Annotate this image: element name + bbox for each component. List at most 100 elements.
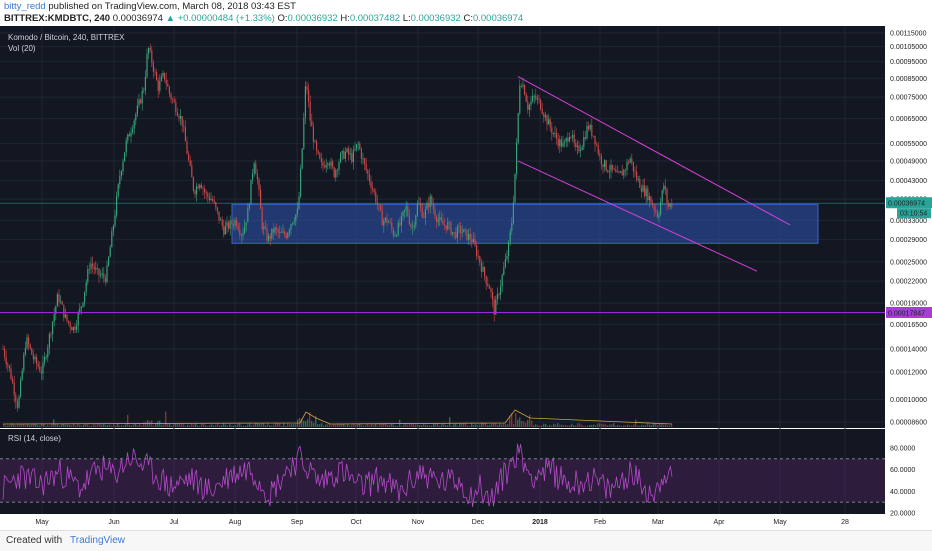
candle-body xyxy=(541,109,543,114)
candle-body xyxy=(154,71,156,73)
candle-body xyxy=(301,148,303,169)
candle-body xyxy=(389,221,391,223)
price-axis[interactable] xyxy=(885,26,932,525)
candle-body xyxy=(186,141,188,154)
volume-bar xyxy=(433,423,435,427)
price-tick-label: 0.00115000 xyxy=(890,31,927,38)
channel-upper-line[interactable] xyxy=(517,76,791,226)
volume-bar xyxy=(79,424,81,427)
candle-body xyxy=(586,125,588,139)
candle-body xyxy=(127,134,129,141)
chart-canvas[interactable]: Komodo / Bitcoin, 240, BITTREX Vol (20) … xyxy=(0,0,932,530)
candle-body xyxy=(156,72,158,81)
volume-bar xyxy=(285,425,287,427)
volume-bar xyxy=(649,424,651,427)
candle-body xyxy=(482,267,484,272)
volume-bar xyxy=(665,424,667,427)
candle-body xyxy=(546,115,548,125)
volume-bar xyxy=(547,425,549,427)
high-value: 0.00037482 xyxy=(349,13,401,24)
candle-body xyxy=(60,301,62,303)
volume-bar xyxy=(53,419,55,427)
volume-bar xyxy=(359,423,361,427)
candle-body xyxy=(277,229,279,233)
volume-bar xyxy=(669,425,671,427)
tradingview-logo[interactable]: TradingView xyxy=(70,535,126,546)
time-tick-label: 28 xyxy=(841,519,849,526)
volume-bar xyxy=(17,423,19,427)
candle-body xyxy=(189,159,191,166)
candle-body xyxy=(362,158,364,160)
volume-bar xyxy=(7,425,9,427)
candle-body xyxy=(7,363,9,366)
time-axis[interactable] xyxy=(0,514,885,530)
candle-body xyxy=(228,222,230,229)
volume-bar xyxy=(15,425,17,427)
candle-body xyxy=(375,192,377,202)
candle-body xyxy=(338,162,340,171)
candle-body xyxy=(68,320,70,323)
candle-body xyxy=(226,222,228,227)
volume-bar xyxy=(23,423,25,427)
candle-body xyxy=(356,144,358,149)
volume-bar xyxy=(387,424,389,427)
volume-bar xyxy=(243,425,245,427)
price-tick-label: 0.00055000 xyxy=(890,141,927,148)
volume-bar xyxy=(117,424,119,427)
volume-bar xyxy=(321,423,323,427)
author-link[interactable]: bitty_redd xyxy=(4,1,46,12)
candle-body xyxy=(135,114,137,121)
volume-bar xyxy=(413,423,415,427)
volume-bar xyxy=(457,425,459,427)
symbol-label: BITTREX:KMDBTC, 240 xyxy=(4,13,111,24)
candle-body xyxy=(181,115,183,126)
volume-bar xyxy=(27,423,29,427)
candle-body xyxy=(122,161,124,172)
volume-bar xyxy=(291,424,293,427)
volume-bar xyxy=(251,425,253,427)
volume-bar xyxy=(427,425,429,427)
volume-bar xyxy=(111,425,113,427)
candle-body xyxy=(330,161,332,166)
candle-body xyxy=(570,137,572,138)
candle-body xyxy=(562,142,564,147)
candle-body xyxy=(248,204,250,209)
candle-body xyxy=(468,233,470,240)
candle-body xyxy=(394,235,396,237)
volume-bar xyxy=(401,425,403,427)
volume-bar xyxy=(405,423,407,427)
volume-bar xyxy=(31,424,33,427)
candle-body xyxy=(24,348,26,355)
publish-info: published on TradingView.com, March 08, … xyxy=(45,1,296,12)
candle-body xyxy=(90,263,92,270)
candle-body xyxy=(573,134,575,144)
candle-body xyxy=(336,170,338,171)
volume-bar xyxy=(241,425,243,427)
candle-body xyxy=(32,354,34,360)
candle-body xyxy=(216,207,218,212)
candle-body xyxy=(285,234,287,238)
candle-body xyxy=(418,203,420,205)
volume-bar xyxy=(185,425,187,427)
support-zone[interactable] xyxy=(231,203,819,244)
candle-body xyxy=(74,326,76,330)
rsi-pane[interactable] xyxy=(0,429,885,525)
channel-lower-line[interactable] xyxy=(517,160,758,272)
candle-body xyxy=(525,94,527,102)
candle-body xyxy=(23,354,25,371)
volume-bar xyxy=(371,423,373,427)
candle-body xyxy=(159,81,161,91)
volume-bar xyxy=(559,424,561,427)
volume-bar xyxy=(575,425,577,427)
candle-body xyxy=(18,396,20,408)
candle-body xyxy=(39,366,41,372)
volume-bar xyxy=(443,423,445,427)
time-tick-label: Feb xyxy=(594,519,606,526)
candle-body xyxy=(514,173,516,203)
volume-bar xyxy=(89,425,91,427)
candle-body xyxy=(370,181,372,188)
candle-body xyxy=(639,178,641,188)
candle-body xyxy=(519,85,521,114)
candle-body xyxy=(383,220,385,226)
volume-bar xyxy=(363,425,365,427)
